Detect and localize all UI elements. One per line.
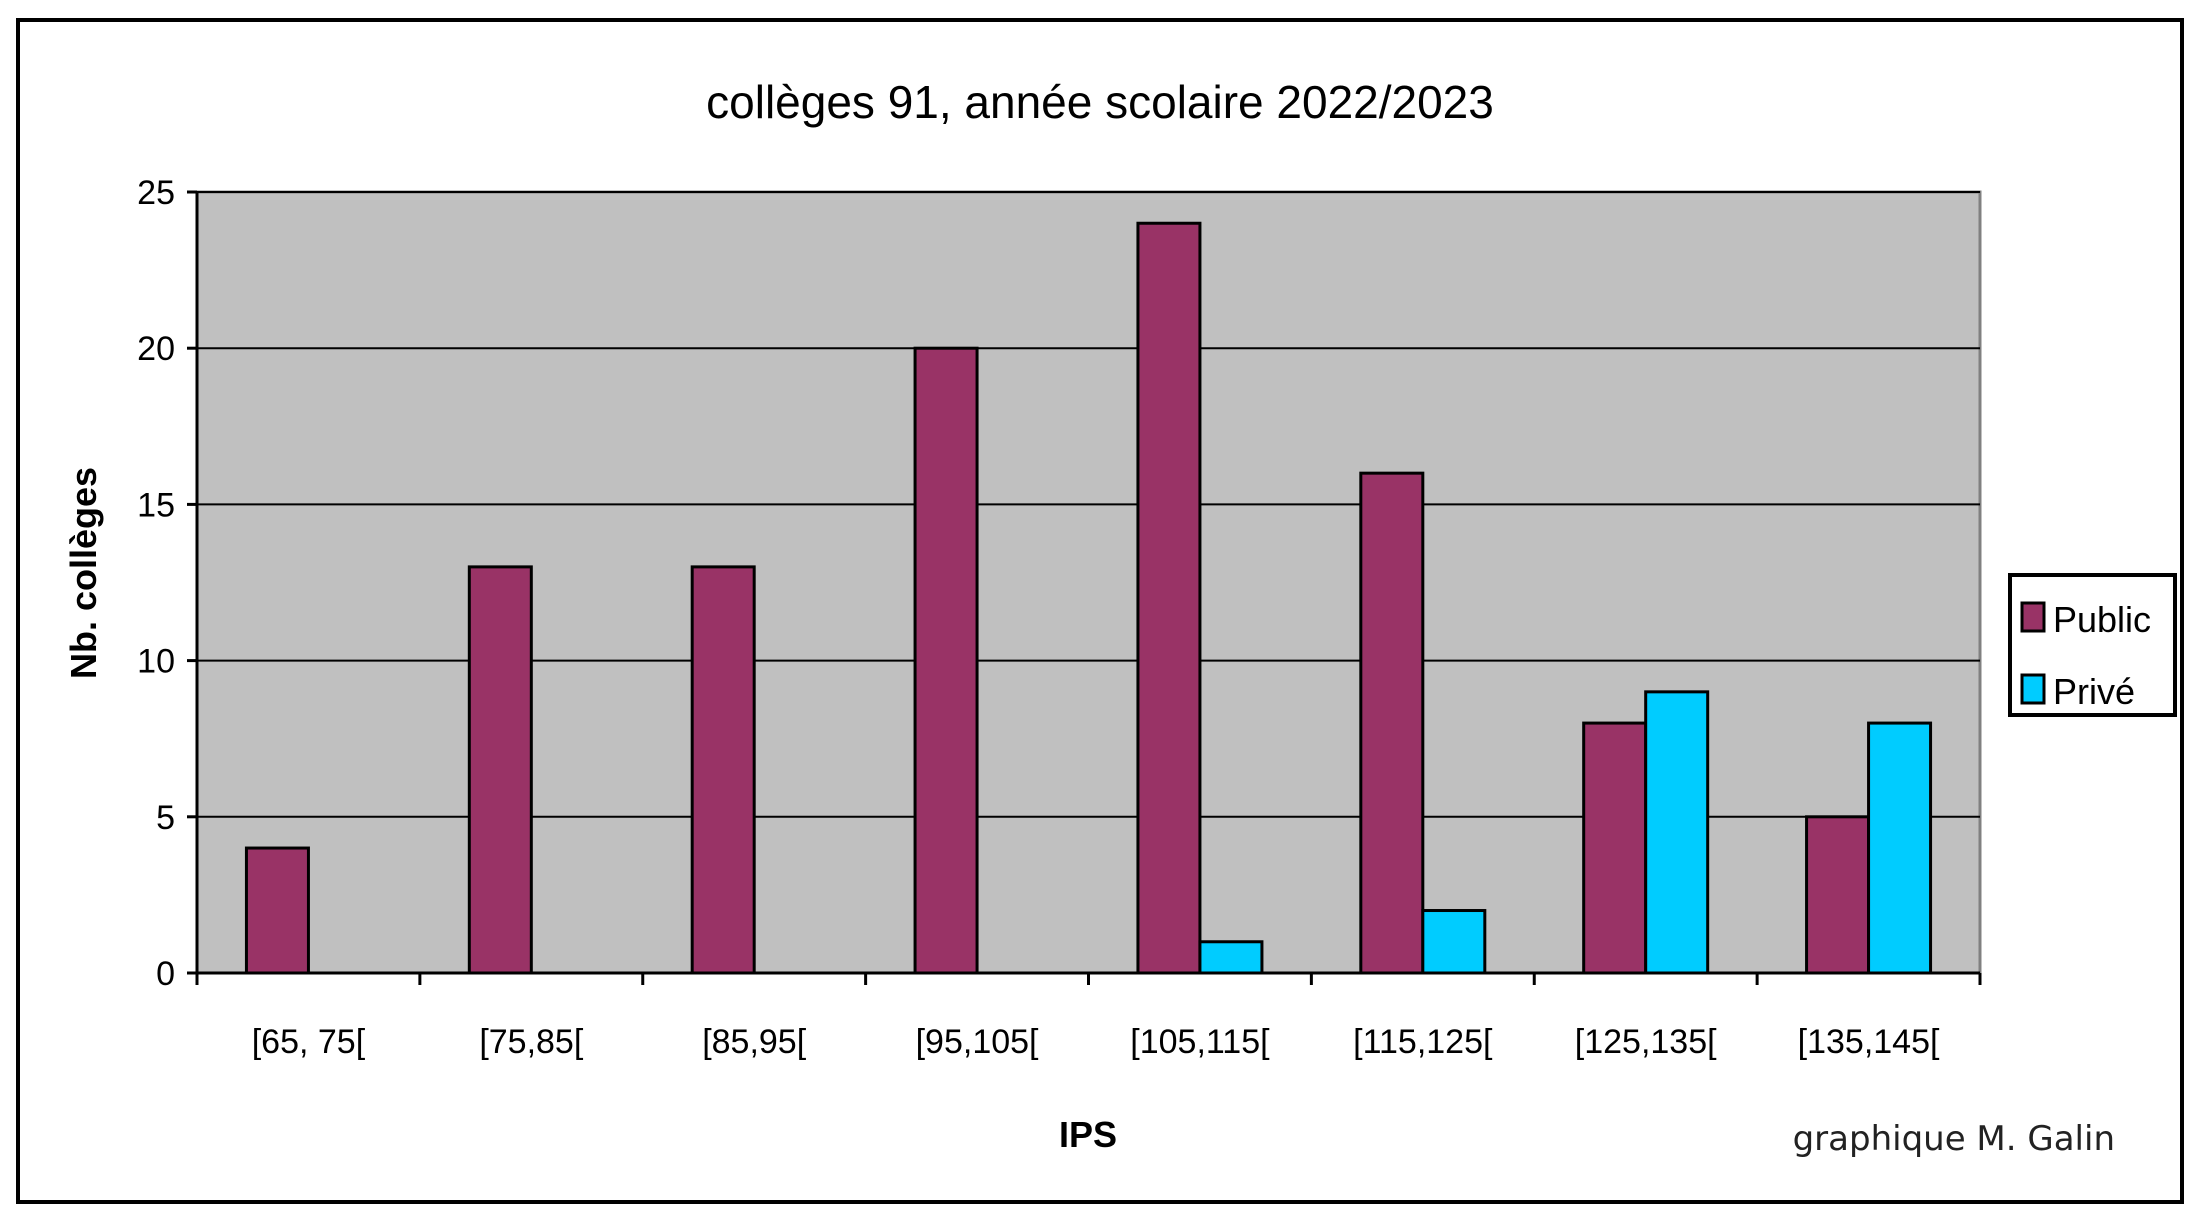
legend-label-public: Public <box>2053 599 2151 640</box>
x-tick-label: [125,135[ <box>1575 1023 1717 1061</box>
credit-text: graphique M. Galin <box>1793 1119 2115 1159</box>
bar-public <box>690 565 756 975</box>
y-tick-label: 20 <box>137 330 175 368</box>
bar-public <box>1359 471 1425 975</box>
x-tick-label: [75,85[ <box>479 1023 584 1061</box>
plot-area: 0 5 10 15 20 25 [65, 75[ [75,85[ [85,95[ [95,105[… <box>137 174 1982 1061</box>
plot-background <box>195 190 1982 975</box>
legend: Public Privé <box>2008 573 2177 717</box>
bar-prive <box>1867 721 1933 975</box>
legend-swatch-prive <box>2020 673 2046 705</box>
x-tick-label: [135,145[ <box>1798 1023 1940 1061</box>
x-tick-label: [65, 75[ <box>252 1023 366 1061</box>
y-tick-label: 25 <box>137 174 175 212</box>
x-tick-label: [105,115[ <box>1130 1023 1270 1061</box>
y-tick-label: 5 <box>156 799 175 837</box>
bar-prive <box>1421 909 1487 975</box>
bar-prive <box>1198 940 1264 975</box>
y-tick-label: 15 <box>137 486 175 524</box>
bar-prive <box>1644 690 1710 975</box>
legend-label-prive: Privé <box>2053 671 2135 712</box>
bar-public <box>467 565 533 975</box>
x-tick-label: [85,95[ <box>702 1023 807 1061</box>
x-tick-label: [95,105[ <box>916 1023 1039 1061</box>
x-axis-label: IPS <box>1059 1114 1117 1155</box>
bar-public <box>244 846 310 975</box>
x-tick-label: [115,125[ <box>1353 1023 1493 1061</box>
y-tick-label: 0 <box>156 955 175 993</box>
bar-public <box>1582 721 1648 975</box>
chart-title: collèges 91, année scolaire 2022/2023 <box>706 76 1494 128</box>
legend-swatch-public <box>2020 601 2046 633</box>
bar-public <box>1136 221 1202 975</box>
bar-public <box>1805 815 1871 975</box>
y-tick-label: 10 <box>137 643 175 681</box>
bar-public <box>913 346 979 975</box>
y-axis-label: Nb. collèges <box>63 467 104 679</box>
